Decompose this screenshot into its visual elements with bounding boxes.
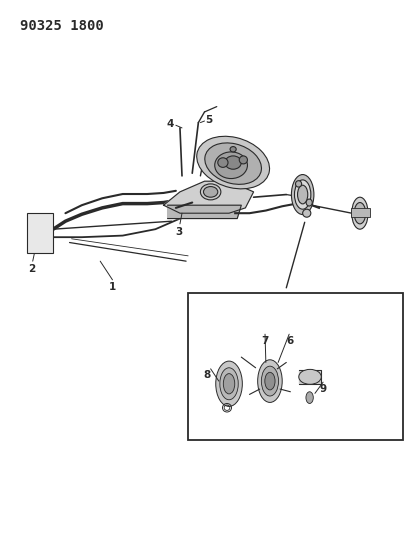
Polygon shape xyxy=(168,205,241,219)
FancyBboxPatch shape xyxy=(27,213,53,253)
Ellipse shape xyxy=(33,233,37,240)
Ellipse shape xyxy=(218,158,228,167)
Text: 7: 7 xyxy=(261,336,269,346)
Text: 8: 8 xyxy=(203,370,210,381)
Text: 3: 3 xyxy=(175,227,183,237)
Polygon shape xyxy=(299,370,321,384)
Ellipse shape xyxy=(239,156,247,164)
Ellipse shape xyxy=(265,372,275,390)
Ellipse shape xyxy=(215,152,247,179)
Ellipse shape xyxy=(258,360,282,402)
Ellipse shape xyxy=(303,209,311,217)
Ellipse shape xyxy=(225,156,241,169)
Ellipse shape xyxy=(216,361,242,406)
FancyBboxPatch shape xyxy=(351,208,370,217)
FancyBboxPatch shape xyxy=(188,293,403,440)
Ellipse shape xyxy=(220,368,238,400)
Ellipse shape xyxy=(41,233,45,240)
Ellipse shape xyxy=(223,374,235,394)
Ellipse shape xyxy=(306,392,313,403)
Ellipse shape xyxy=(294,180,311,209)
Polygon shape xyxy=(164,181,254,213)
Ellipse shape xyxy=(306,199,312,206)
Text: 5: 5 xyxy=(205,115,213,125)
Ellipse shape xyxy=(299,369,321,384)
Text: 6: 6 xyxy=(287,336,294,346)
Text: 4: 4 xyxy=(166,119,174,128)
Ellipse shape xyxy=(204,187,218,197)
Text: 90325 1800: 90325 1800 xyxy=(20,19,104,33)
Ellipse shape xyxy=(291,175,314,215)
Ellipse shape xyxy=(297,185,308,204)
Ellipse shape xyxy=(354,203,366,224)
Ellipse shape xyxy=(295,181,301,187)
Ellipse shape xyxy=(205,143,261,184)
Ellipse shape xyxy=(352,197,368,229)
Text: 1: 1 xyxy=(109,282,116,293)
Ellipse shape xyxy=(261,366,279,396)
Ellipse shape xyxy=(200,184,221,200)
Ellipse shape xyxy=(230,147,236,152)
Text: 2: 2 xyxy=(28,264,36,274)
Text: 9: 9 xyxy=(319,384,327,394)
Ellipse shape xyxy=(197,136,270,189)
